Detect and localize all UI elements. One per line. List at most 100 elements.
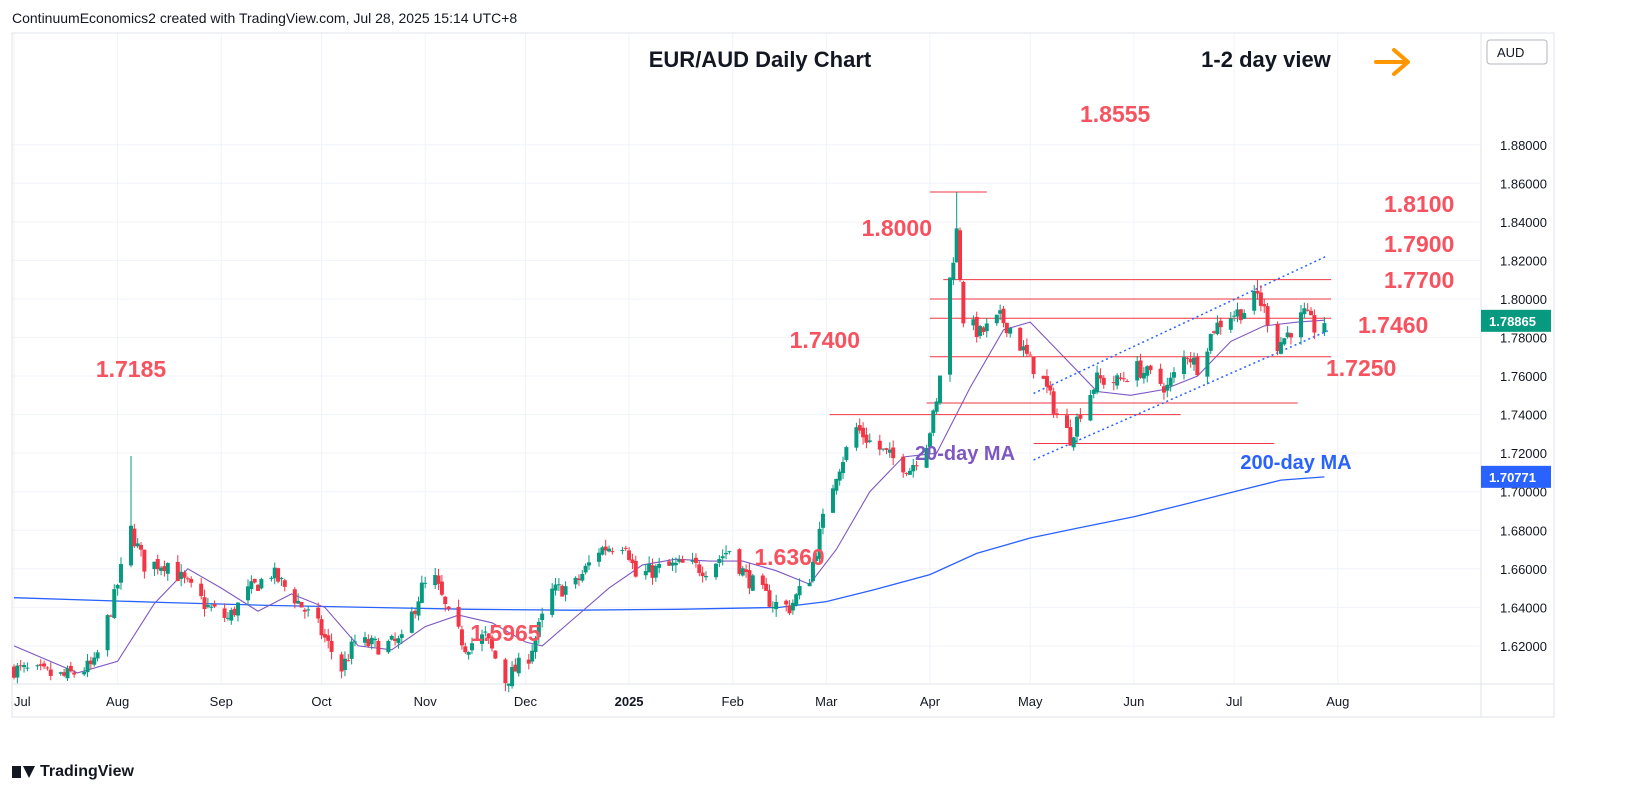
candle-body	[446, 606, 451, 610]
candle-body	[1024, 344, 1029, 354]
candle-body	[1168, 377, 1173, 386]
candle-body	[152, 561, 157, 570]
candle-body	[62, 672, 67, 676]
candle-body	[693, 557, 698, 563]
candle-body	[88, 660, 93, 665]
y-tick-label: 1.72000	[1500, 446, 1547, 461]
candle-body	[1258, 292, 1263, 306]
candle-body	[302, 609, 307, 612]
candle-body	[1145, 366, 1150, 376]
candle-body	[690, 560, 695, 562]
candle-body	[202, 597, 207, 609]
candle-body	[1252, 290, 1257, 311]
candle-body	[576, 578, 581, 580]
candle-body	[657, 564, 662, 568]
candle-body	[419, 582, 424, 603]
candle-body	[891, 447, 896, 459]
candle-body	[1208, 333, 1213, 351]
candle-body	[884, 448, 889, 450]
y-tick-label: 1.64000	[1500, 600, 1547, 615]
candle-body	[740, 568, 745, 576]
candle-body	[911, 464, 916, 472]
candle-body	[456, 606, 461, 627]
candle-body	[700, 572, 705, 577]
candle-body	[881, 448, 886, 450]
candle-body	[958, 230, 963, 280]
candle-body	[810, 561, 815, 582]
candle-body	[573, 577, 578, 585]
candle-body	[533, 638, 538, 652]
candle-body	[1004, 322, 1009, 334]
candle-body	[580, 574, 585, 581]
ma200-line	[13, 476, 1325, 611]
candle-body	[95, 652, 100, 659]
level-label: 1.7900	[1384, 231, 1454, 257]
candle-body	[1028, 354, 1033, 356]
candle-body	[1212, 331, 1217, 333]
candle-body	[352, 641, 357, 643]
candle-body	[1265, 306, 1270, 326]
price-axis: 1.62000 1.64000 1.66000 1.68000 1.70000 1.720…	[1481, 39, 1551, 654]
candle-body	[794, 594, 799, 606]
candle-body	[1262, 304, 1267, 307]
candle-body	[1031, 357, 1036, 375]
candle-body	[1135, 361, 1140, 381]
candle-body	[630, 559, 635, 564]
y-tick-label: 1.74000	[1500, 408, 1547, 423]
candle-body	[971, 319, 976, 326]
candle-body	[466, 652, 471, 655]
candle-body	[1238, 309, 1243, 321]
candle-body	[937, 375, 942, 404]
candle-body	[934, 401, 939, 412]
x-tick-label: Aug	[106, 694, 129, 709]
candle-body	[159, 567, 164, 571]
ma20-line	[13, 319, 1325, 674]
candle-body	[1165, 384, 1170, 391]
level-label: 1.7700	[1384, 267, 1454, 293]
x-tick-label: Jul	[14, 694, 31, 709]
candle-body	[179, 571, 184, 579]
ma20-label: 20-day MA	[915, 443, 1015, 465]
candle-body	[1275, 323, 1280, 352]
x-tick-label: Sep	[210, 694, 233, 709]
candle-body	[807, 582, 812, 587]
candle-body	[724, 552, 729, 555]
ma200-label: 200-day MA	[1240, 452, 1351, 474]
y-tick-label: 1.66000	[1500, 562, 1547, 577]
candle-body	[1125, 381, 1130, 383]
candle-body	[82, 671, 87, 675]
candle-body	[747, 570, 752, 589]
candle-body	[45, 667, 50, 669]
candle-body	[1161, 386, 1166, 393]
candle-body	[256, 584, 261, 591]
candle-body	[603, 546, 608, 551]
candle-body	[1141, 373, 1146, 379]
candle-body	[1075, 416, 1080, 437]
y-tick-label: 1.84000	[1500, 215, 1547, 230]
extreme-label: 1.6360	[754, 544, 824, 570]
candle-body	[513, 664, 518, 672]
candle-body	[459, 629, 464, 646]
candle-body	[1282, 338, 1287, 345]
candle-body	[232, 608, 237, 616]
candle-body	[556, 584, 561, 586]
candle-body	[1235, 309, 1240, 317]
candle-body	[670, 562, 675, 566]
candle-body	[1021, 346, 1026, 351]
candle-body	[750, 575, 755, 591]
candle-body	[954, 228, 959, 263]
candle-body	[764, 583, 769, 591]
candle-body	[486, 633, 491, 639]
candle-body	[844, 447, 849, 460]
candle-body	[92, 657, 97, 665]
candle-body	[35, 665, 40, 667]
candle-body	[1018, 327, 1023, 351]
candlestick-series	[12, 191, 1327, 693]
candle-body	[436, 575, 441, 584]
candle-body	[901, 456, 906, 473]
candle-body	[1299, 312, 1303, 338]
candle-body	[48, 669, 53, 676]
candle-body	[984, 323, 989, 332]
candle-body	[951, 262, 956, 280]
